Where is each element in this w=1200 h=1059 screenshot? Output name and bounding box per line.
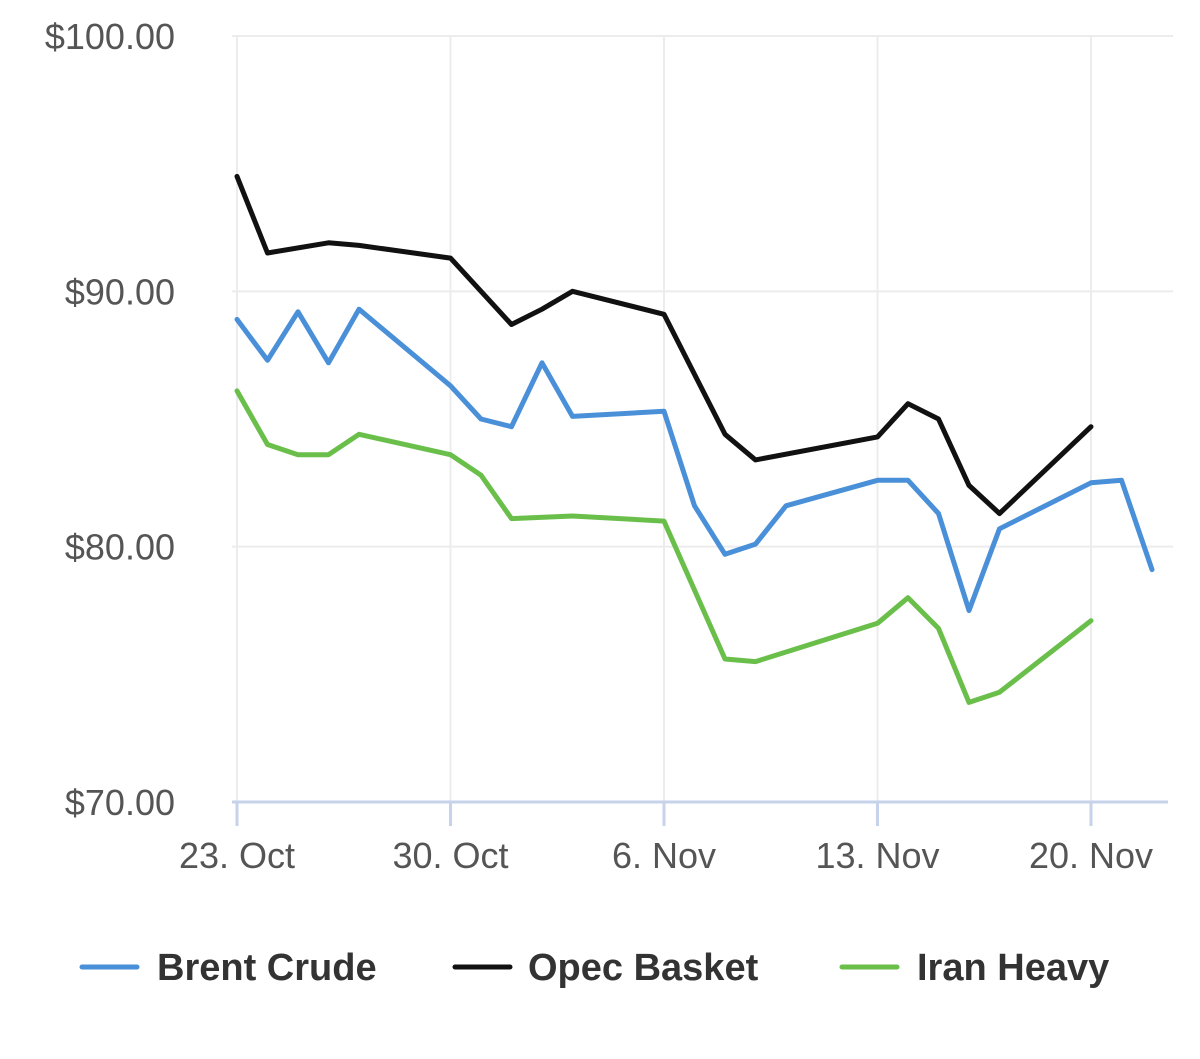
x-tick-label: 20. Nov — [1029, 835, 1153, 876]
legend-label: Opec Basket — [528, 947, 759, 989]
series-line-brent-crude — [234, 306, 1155, 613]
legend-label: Brent Crude — [157, 947, 377, 989]
x-tick-label: 6. Nov — [612, 835, 716, 876]
legend-item-opec-basket[interactable]: Opec Basket — [452, 947, 759, 989]
legend[interactable]: Brent Crude Opec Basket Iran Heavy — [79, 947, 1109, 989]
legend-item-iran-heavy[interactable]: Iran Heavy — [839, 947, 1109, 989]
series-group — [234, 173, 1155, 705]
y-tick-label: $90.00 — [65, 271, 175, 312]
x-tick-label: 30. Oct — [392, 835, 508, 876]
y-tick-label: $100.00 — [45, 16, 175, 57]
legend-item-brent-crude[interactable]: Brent Crude — [79, 947, 377, 989]
series-line-iran-heavy — [234, 388, 1094, 705]
y-tick-label: $70.00 — [65, 782, 175, 823]
x-tick-label: 13. Nov — [815, 835, 939, 876]
grid — [232, 35, 1173, 802]
x-tick-label: 23. Oct — [179, 835, 295, 876]
series-line-opec-basket — [234, 173, 1094, 516]
y-tick-label: $80.00 — [65, 527, 175, 568]
legend-label: Iran Heavy — [917, 947, 1109, 989]
